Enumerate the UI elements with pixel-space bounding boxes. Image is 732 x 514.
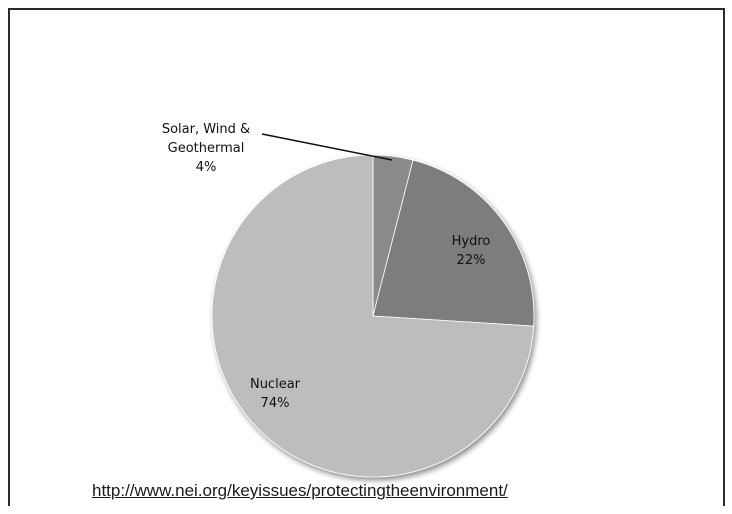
slice-label-hydro: Hydro 22%: [452, 234, 491, 268]
slice-label-line: Geothermal: [168, 141, 245, 156]
slice-label-line: 74%: [261, 396, 290, 411]
slice-label-solar-wind-geothermal: Solar, Wind & Geothermal 4%: [162, 122, 250, 175]
slice-label-line: 22%: [457, 253, 486, 268]
slice-label-line: Nuclear: [250, 377, 301, 392]
source-link[interactable]: http://www.nei.org/keyissues/protectingt…: [92, 481, 508, 500]
pie-slice-hydro: [372, 159, 535, 327]
slice-label-line: Solar, Wind &: [162, 122, 250, 137]
leader-line-solar-wind-geothermal: [261, 133, 393, 161]
slice-label-line: 4%: [196, 160, 217, 175]
slice-label-line: Hydro: [452, 234, 491, 249]
slice-label-nuclear: Nuclear 74%: [250, 377, 301, 411]
slide-frame: [8, 8, 725, 506]
pie-slice-nuclear: [211, 154, 535, 478]
